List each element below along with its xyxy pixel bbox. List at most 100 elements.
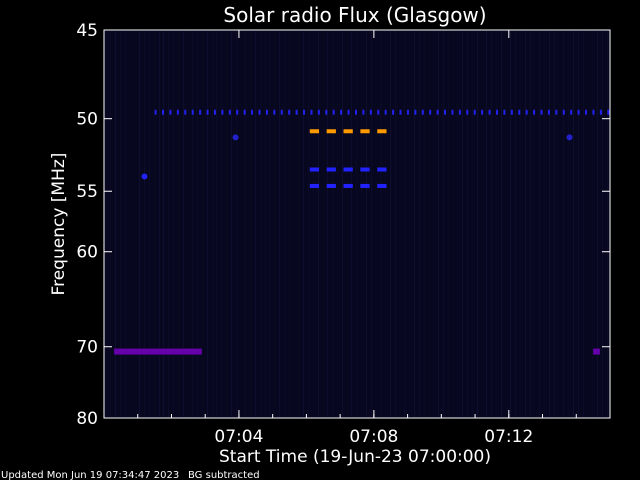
noise-stripe: [380, 31, 381, 417]
noise-stripe: [472, 31, 473, 417]
band-dash: [360, 167, 370, 172]
noise-stripe: [563, 31, 564, 417]
noise-stripe: [496, 31, 497, 417]
noise-stripe: [115, 31, 116, 417]
noise-stripe: [424, 31, 425, 417]
band-dot: [154, 109, 157, 115]
noise-stripe: [139, 31, 140, 417]
noise-stripe: [284, 31, 285, 417]
band-dash: [309, 167, 320, 172]
noise-stripe: [250, 31, 251, 417]
noise-stripe: [448, 31, 449, 417]
y-tick-label: 70: [76, 338, 98, 358]
band-dot: [577, 109, 580, 115]
noise-stripe: [491, 31, 492, 417]
band-dot: [325, 109, 328, 115]
spectral-features: [114, 109, 610, 355]
band-dot: [540, 109, 543, 115]
noise-stripe: [404, 31, 405, 417]
noise-stripe: [159, 31, 160, 417]
noise-stripe: [337, 31, 338, 417]
band-dot: [377, 109, 380, 115]
band-dot: [384, 109, 387, 115]
noise-stripe: [149, 31, 150, 417]
band-dot: [547, 109, 550, 115]
band-dash: [360, 183, 370, 188]
band-dash: [343, 167, 353, 172]
band-dot: [503, 109, 506, 115]
band-dot: [436, 109, 439, 115]
band-dot: [236, 109, 239, 115]
noise-stripe: [342, 31, 343, 417]
noise-stripe: [414, 31, 415, 417]
band-dot: [429, 109, 432, 115]
band-dash: [309, 129, 320, 134]
noise-stripe: [274, 31, 275, 417]
noise-stripe: [433, 31, 434, 417]
noise-stripe: [130, 31, 131, 417]
band-dot: [169, 109, 172, 115]
band-dot: [295, 109, 298, 115]
noise-stripe: [351, 31, 352, 417]
band-dash: [326, 129, 336, 134]
noise-stripe: [583, 31, 584, 417]
y-tick-label: 50: [76, 110, 98, 130]
noise-stripe: [525, 31, 526, 417]
noise-stripe: [419, 31, 420, 417]
band-dot: [570, 109, 573, 115]
band-dot: [258, 109, 261, 115]
footer-bg-note: BG subtracted: [188, 470, 260, 480]
noise-stripe: [539, 31, 540, 417]
noise-stripe: [106, 31, 107, 417]
noise-stripe: [178, 31, 179, 417]
noise-stripe: [318, 31, 319, 417]
noise-stripe: [332, 31, 333, 417]
band-dot: [458, 109, 461, 115]
noise-stripe: [607, 31, 608, 417]
noise-stripe: [366, 31, 367, 417]
band-dot: [162, 109, 165, 115]
x-axis-ticks: 07:04 07:08 07:12: [103, 30, 611, 447]
band-dot: [592, 109, 595, 115]
band-dot: [288, 109, 291, 115]
noise-stripe: [168, 31, 169, 417]
y-axis-label: Frequency [MHz]: [49, 153, 69, 296]
y-tick-label: 55: [76, 182, 98, 202]
noise-stripe: [443, 31, 444, 417]
band-segment: [114, 348, 202, 355]
noise-stripe: [192, 31, 193, 417]
noise-stripe: [202, 31, 203, 417]
band-dot: [340, 109, 343, 115]
band-dot: [354, 109, 357, 115]
noise-stripe: [327, 31, 328, 417]
burst-spot: [141, 173, 148, 180]
band-dot: [562, 109, 565, 115]
noise-stripe: [154, 31, 155, 417]
band-dot: [599, 109, 602, 115]
noise-stripe: [212, 31, 213, 417]
band-dot: [488, 109, 491, 115]
noise-stripe: [197, 31, 198, 417]
band-dot: [206, 109, 209, 115]
noise-stripe: [510, 31, 511, 417]
band-dot: [481, 109, 484, 115]
band-dot: [607, 109, 610, 115]
noise-stripe: [183, 31, 184, 417]
band-dot: [199, 109, 202, 115]
noise-stripe: [289, 31, 290, 417]
noise-stripe: [269, 31, 270, 417]
band-dot: [451, 109, 454, 115]
band-dot: [176, 109, 179, 115]
band-dot: [555, 109, 558, 115]
noise-stripe: [438, 31, 439, 417]
noise-stripe: [578, 31, 579, 417]
band-dot: [406, 109, 409, 115]
band-dot: [251, 109, 254, 115]
band-dot: [310, 109, 313, 115]
band-dot: [362, 109, 365, 115]
band-dash: [309, 183, 320, 188]
noise-stripe: [236, 31, 237, 417]
noise-stripe: [226, 31, 227, 417]
band-dot: [495, 109, 498, 115]
